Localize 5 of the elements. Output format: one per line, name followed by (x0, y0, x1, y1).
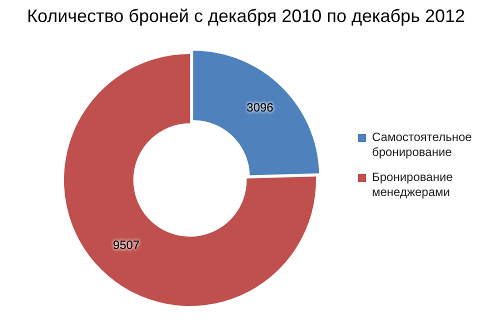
data-label: 3096 (246, 100, 274, 114)
legend-label: Бронирование менеджерами (372, 170, 454, 200)
legend-label: Самостоятельное бронирование (372, 130, 473, 160)
data-label: 9507 (112, 238, 140, 252)
chart-title: Количество броней с декабря 2010 по декабрь 2012 (26, 6, 466, 27)
